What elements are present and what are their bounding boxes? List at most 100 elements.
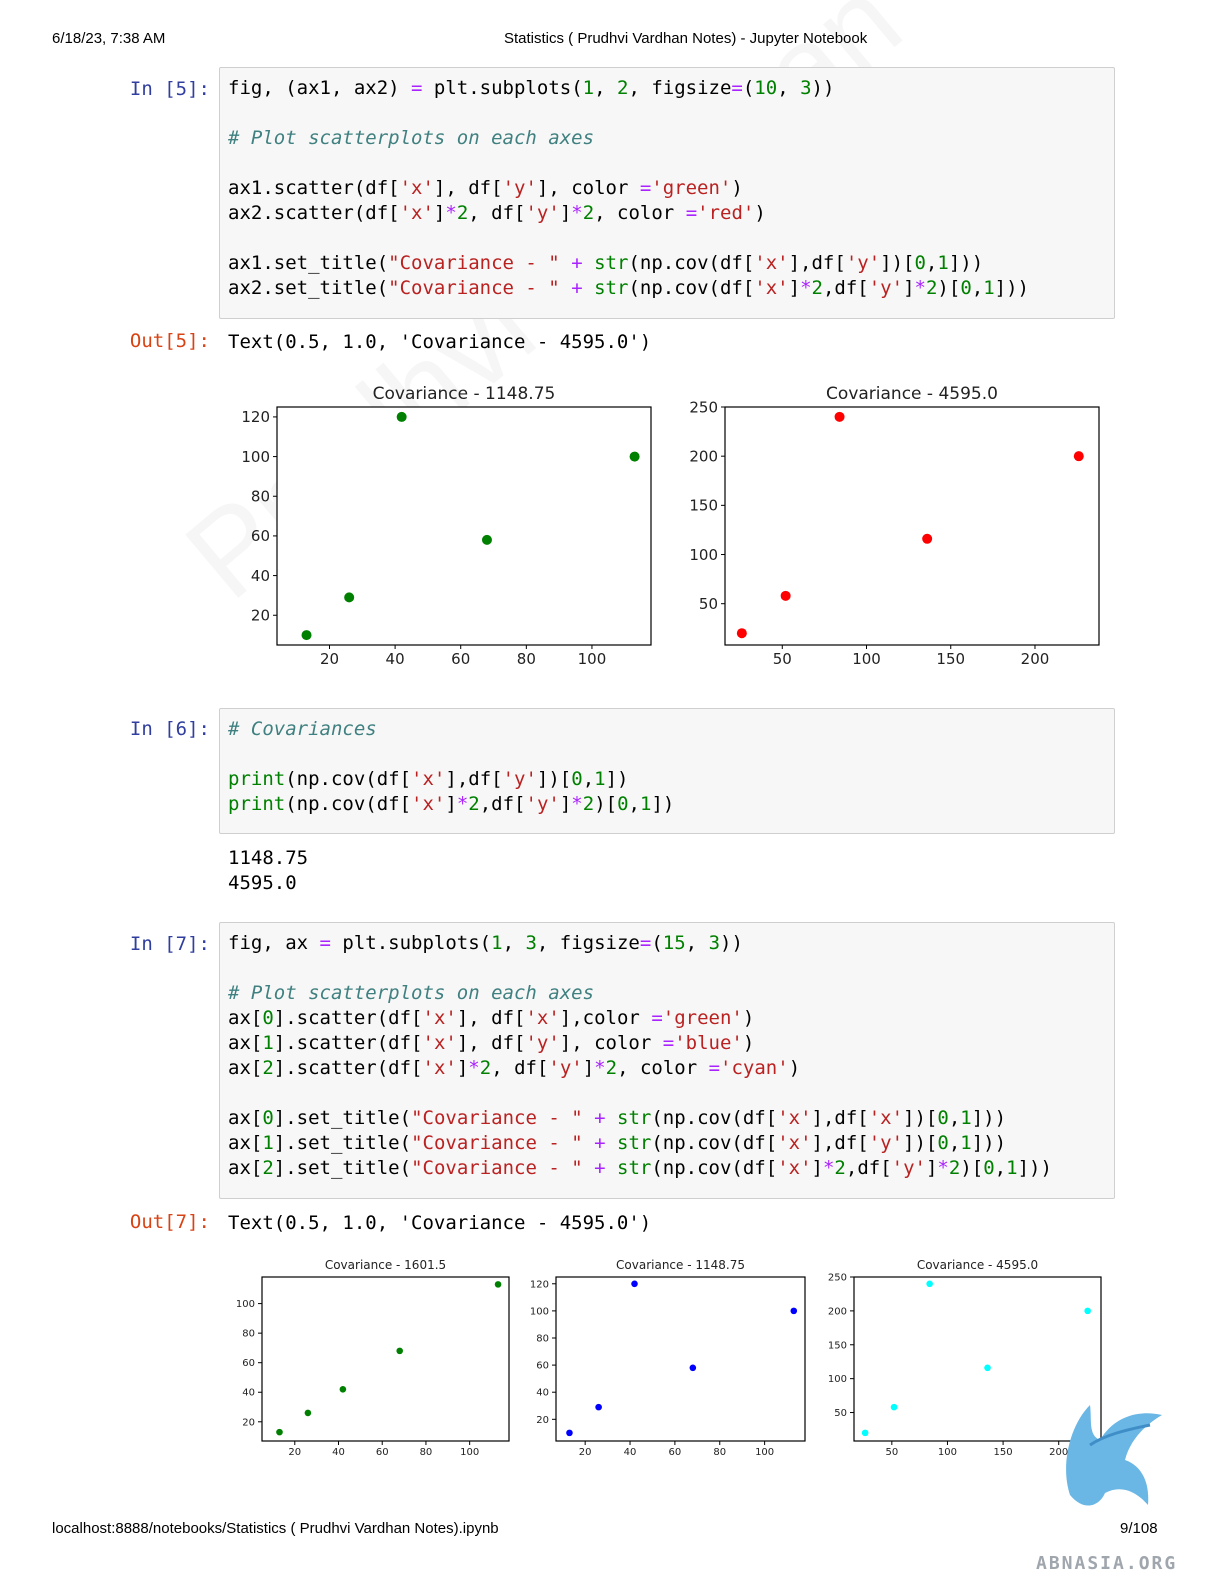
data-point: [922, 533, 933, 544]
y-tick-label: 100: [530, 1306, 549, 1317]
plot-area: [853, 1276, 1102, 1442]
y-tick-label: 120: [241, 408, 270, 426]
plot-area: [724, 406, 1100, 646]
y-tick-label: 250: [689, 398, 718, 416]
x-tick-label: 100: [852, 650, 881, 668]
y-tick-label: 60: [251, 527, 270, 545]
x-tick-label: 20: [288, 1447, 301, 1458]
y-tick-label: 60: [536, 1361, 549, 1372]
scatter-plot-green-1: Covariance - 1148.75 20 40 60 80 100 20 40 60 80 1…: [241, 384, 652, 668]
print-datetime: 6/18/23, 7:38 AM: [52, 30, 166, 47]
x-tick-label: 20: [579, 1447, 592, 1458]
y-tick-label: 80: [251, 488, 270, 506]
x-tick-label: 80: [713, 1447, 726, 1458]
code-source-5: fig, (ax1, ax2) = plt.subplots(1, 2, fig…: [228, 77, 1029, 299]
data-point: [396, 411, 407, 422]
data-point: [780, 590, 791, 601]
output-text-5: Text(0.5, 1.0, 'Covariance - 4595.0'): [228, 331, 652, 353]
chart-title: Covariance - 1601.5: [325, 1258, 446, 1272]
data-point: [834, 411, 845, 422]
stdout-line-2: 4595.0: [228, 872, 297, 894]
x-tick-label: 60: [376, 1447, 389, 1458]
scatter-plot-red: Covariance - 4595.0 50 100 150 200 50 100 150 20…: [689, 384, 1100, 668]
x-tick-label: 100: [460, 1447, 479, 1458]
y-tick-label: 60: [242, 1358, 255, 1369]
data-point: [276, 1428, 283, 1436]
y-tick-label: 200: [828, 1306, 847, 1317]
input-prompt-6: In [6]:: [129, 718, 210, 740]
logo-text: ABNASIA.ORG: [1036, 1553, 1178, 1574]
code-cell-5[interactable]: fig, (ax1, ax2) = plt.subplots(1, 2, fig…: [219, 67, 1115, 319]
y-tick-label: 80: [536, 1333, 549, 1344]
chart-title: Covariance - 1148.75: [616, 1258, 745, 1272]
scatter-plot-blue: Covariance - 1148.75 20 40 60 80 100 20 40 60 80 1…: [530, 1258, 806, 1458]
y-tick-label: 40: [242, 1388, 255, 1399]
data-point: [890, 1403, 898, 1411]
data-point: [339, 1385, 347, 1393]
x-tick-label: 100: [755, 1447, 774, 1458]
code-cell-6[interactable]: # Covariances print(np.cov(df['x'],df['y…: [219, 708, 1115, 834]
print-page-number: 9/108: [1120, 1520, 1158, 1537]
x-tick-label: 40: [624, 1447, 637, 1458]
data-point: [629, 451, 640, 462]
x-tick-label: 40: [386, 650, 405, 668]
y-tick-label: 40: [251, 567, 270, 585]
y-tick-label: 100: [236, 1299, 255, 1310]
input-prompt-5: In [5]:: [129, 78, 210, 100]
griffin-logo-icon: [1066, 1405, 1162, 1506]
y-tick-label: 250: [828, 1273, 847, 1284]
data-point: [595, 1403, 602, 1411]
y-tick-label: 200: [689, 447, 718, 465]
chart-title: Covariance - 4595.0: [917, 1258, 1038, 1272]
data-point: [736, 628, 747, 639]
x-tick-label: 150: [994, 1447, 1013, 1458]
data-point: [790, 1307, 798, 1315]
y-tick-label: 120: [530, 1279, 549, 1290]
input-prompt-7: In [7]:: [129, 933, 210, 955]
y-tick-label: 20: [536, 1415, 549, 1426]
x-tick-label: 200: [1021, 650, 1050, 668]
data-point: [1084, 1307, 1091, 1315]
data-point: [984, 1364, 991, 1372]
x-tick-label: 100: [938, 1447, 957, 1458]
x-tick-label: 20: [320, 650, 339, 668]
data-point: [926, 1280, 933, 1288]
y-tick-label: 150: [689, 497, 718, 515]
output-text-7: Text(0.5, 1.0, 'Covariance - 4595.0'): [228, 1212, 652, 1234]
data-point: [631, 1280, 638, 1288]
data-point: [344, 592, 355, 603]
chart-title: Covariance - 4595.0: [826, 384, 998, 404]
code-cell-7[interactable]: fig, ax = plt.subplots(1, 3, figsize=(15…: [219, 922, 1115, 1199]
y-tick-label: 80: [242, 1329, 255, 1340]
plot-area: [555, 1276, 806, 1442]
y-tick-label: 50: [699, 595, 718, 613]
x-tick-label: 80: [420, 1447, 433, 1458]
x-tick-label: 100: [578, 650, 607, 668]
x-tick-label: 40: [332, 1447, 345, 1458]
data-point: [861, 1429, 869, 1437]
data-point: [566, 1429, 573, 1437]
data-point: [494, 1281, 502, 1288]
data-point: [396, 1347, 404, 1355]
scatter-plot-green-2: Covariance - 1601.5 20 40 60 80 100 20 40 60 80 10…: [236, 1258, 510, 1458]
x-tick-label: 80: [517, 650, 536, 668]
data-point: [1073, 451, 1084, 462]
print-page-title: Statistics ( Prudhvi Vardhan Notes) - Ju…: [504, 30, 868, 47]
output-prompt-7: Out[7]:: [129, 1211, 210, 1233]
x-tick-label: 60: [669, 1447, 682, 1458]
code-source-7: fig, ax = plt.subplots(1, 3, figsize=(15…: [228, 932, 1052, 1179]
data-point: [689, 1364, 697, 1372]
x-tick-label: 50: [773, 650, 792, 668]
y-tick-label: 40: [536, 1388, 549, 1399]
x-tick-label: 200: [1049, 1447, 1068, 1458]
y-tick-label: 50: [834, 1408, 847, 1419]
stdout-line-1: 1148.75: [228, 847, 309, 869]
output-prompt-5: Out[5]:: [129, 330, 210, 352]
code-source-6: # Covariances print(np.cov(df['x'],df['y…: [228, 718, 675, 815]
data-point: [304, 1409, 312, 1417]
y-tick-label: 20: [251, 607, 270, 625]
chart-title: Covariance - 1148.75: [373, 384, 556, 404]
data-point: [301, 630, 312, 641]
plot-area: [276, 406, 652, 646]
y-tick-label: 100: [241, 448, 270, 466]
